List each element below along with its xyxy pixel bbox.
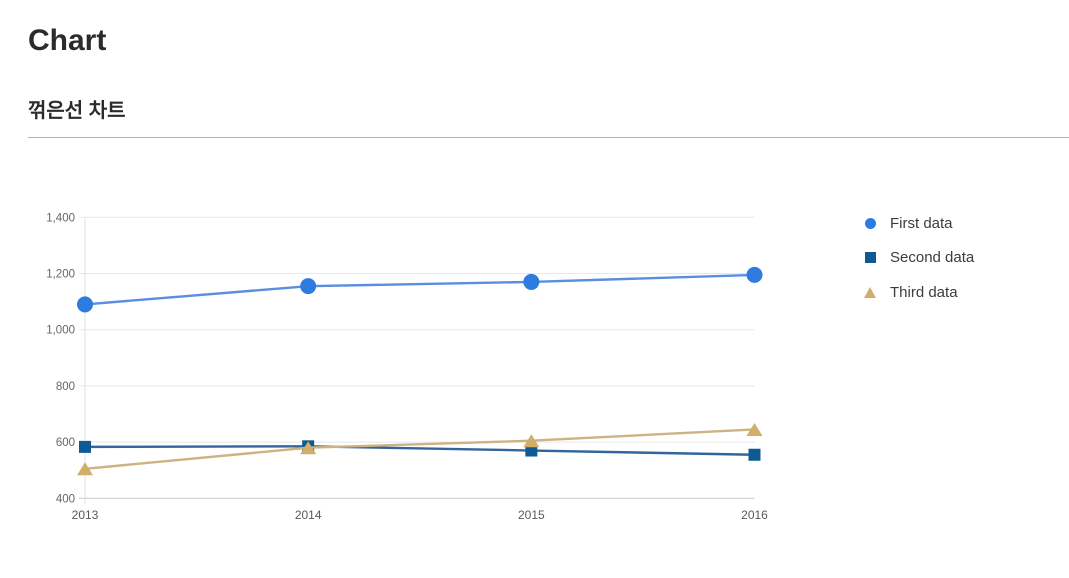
point-first-data-2013 [77, 296, 93, 313]
series-line-third-data [83, 428, 756, 470]
chart-subtitle: 꺾은선 차트 [28, 100, 126, 122]
y-tick-label-800: 800 [56, 381, 75, 393]
point-second-data-2016 [748, 448, 761, 461]
y-tick-label-600: 600 [56, 437, 75, 449]
y-tick-label-400: 400 [56, 493, 75, 505]
point-third-data-2015 [523, 434, 540, 448]
point-second-data-2015 [525, 444, 538, 457]
y-tick-label-1000: 1,000 [46, 325, 75, 337]
legend-square-icon [864, 252, 876, 264]
legend-item-second-data[interactable]: Second data [863, 241, 974, 276]
legend-circle-icon [864, 217, 876, 229]
x-tick-label-2016: 2016 [741, 508, 768, 522]
x-tick-label-2014: 2014 [295, 508, 322, 522]
divider [28, 137, 1069, 138]
square-marker-icon [863, 252, 877, 264]
legend-item-third-data[interactable]: Third data [863, 275, 974, 310]
chart-legend: First data Second data Third data [863, 206, 974, 310]
series-line-first-data [83, 273, 756, 306]
legend-triangle-icon [864, 286, 876, 298]
y-tick-label-1400: 1,400 [46, 212, 75, 224]
legend-item-first-data[interactable]: First data [863, 206, 974, 241]
x-tick-label-2015: 2015 [518, 508, 545, 522]
y-tick-label-1200: 1,200 [46, 269, 75, 281]
point-first-data-2016 [746, 266, 763, 283]
point-first-data-2014 [300, 278, 317, 295]
page-title: Chart [28, 24, 107, 57]
legend-label-first-data: First data [890, 214, 953, 232]
legend-label-second-data: Second data [890, 249, 975, 267]
series-line-second-data [83, 445, 756, 456]
circle-marker-icon [863, 217, 877, 229]
point-second-data-2013 [79, 440, 91, 453]
triangle-marker-icon [863, 286, 877, 298]
point-third-data-2013 [77, 462, 93, 476]
x-tick-label-2013: 2013 [72, 508, 99, 522]
point-third-data-2014 [300, 441, 317, 455]
point-third-data-2016 [746, 422, 763, 436]
legend-label-third-data: Third data [890, 283, 958, 301]
point-first-data-2015 [523, 273, 540, 290]
